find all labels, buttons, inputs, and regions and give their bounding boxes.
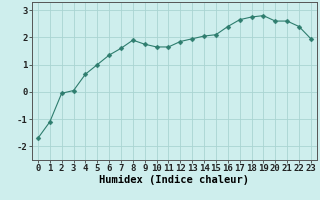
X-axis label: Humidex (Indice chaleur): Humidex (Indice chaleur) xyxy=(100,175,249,185)
